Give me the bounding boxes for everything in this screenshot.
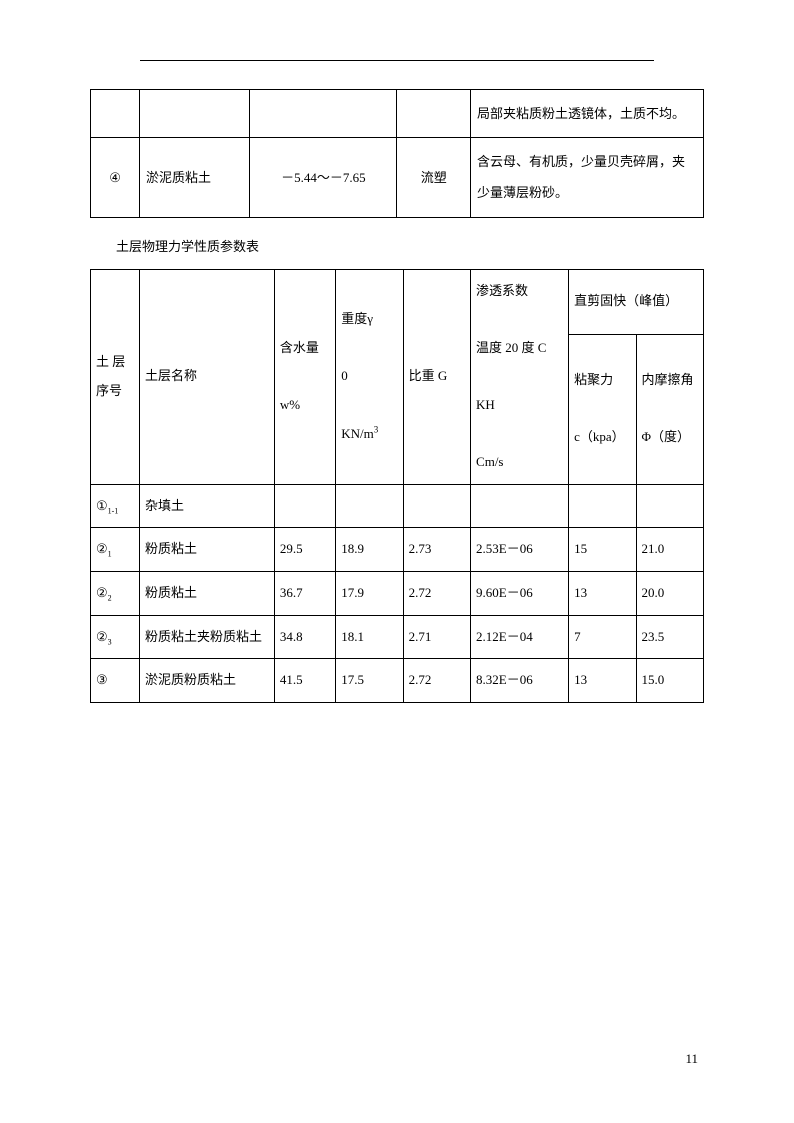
text: 内摩擦角: [642, 372, 694, 387]
cell: 17.9: [336, 571, 403, 615]
col-header: 粘聚力 c（kpa）: [569, 334, 636, 484]
cell: 18.9: [336, 528, 403, 572]
cell: 34.8: [274, 615, 335, 659]
text: w%: [280, 397, 300, 412]
cell: 局部夹粘质粉土透镜体，土质不均。: [471, 90, 704, 138]
col-header: 含水量 w%: [274, 269, 335, 484]
cell: 2.73: [403, 528, 470, 572]
cell: [397, 90, 471, 138]
cell: 15.0: [636, 659, 703, 703]
table-row: ③ 淤泥质粉质粘土 41.5 17.5 2.72 8.32E－06 13 15.…: [91, 659, 704, 703]
cell: 流塑: [397, 138, 471, 217]
text: ②: [96, 629, 108, 644]
col-header: 内摩擦角 Φ（度）: [636, 334, 703, 484]
cell: 含云母、有机质，少量贝壳碎屑，夹少量薄层粉砂。: [471, 138, 704, 217]
text: 粘聚力: [574, 372, 613, 387]
cell: 23.5: [636, 615, 703, 659]
cell: 13: [569, 659, 636, 703]
cell: 2.12E－04: [471, 615, 569, 659]
text: ②: [96, 541, 108, 556]
text: 渗透系数: [476, 283, 528, 298]
text: KH: [476, 397, 495, 412]
cell: 18.1: [336, 615, 403, 659]
cell: 2.72: [403, 659, 470, 703]
cell: [274, 484, 335, 528]
table-header-row: 土 层序号 土层名称 含水量 w% 重度γ 0 KN/m3 比重 G 渗透系数 …: [91, 269, 704, 334]
col-header: 土 层序号: [91, 269, 140, 484]
subscript: 1-1: [108, 506, 119, 515]
cell: ②3: [91, 615, 140, 659]
cell: [636, 484, 703, 528]
text: 0: [341, 368, 348, 383]
cell: 粉质粘土: [140, 571, 275, 615]
cell: 29.5: [274, 528, 335, 572]
header-rule: [140, 60, 654, 61]
cell: 15: [569, 528, 636, 572]
table-row: 局部夹粘质粉土透镜体，土质不均。: [91, 90, 704, 138]
cell: 21.0: [636, 528, 703, 572]
cell: 淤泥质粘土: [140, 138, 250, 217]
text: ②: [96, 585, 108, 600]
cell: ②1: [91, 528, 140, 572]
text: ①: [96, 498, 108, 513]
cell: ④: [91, 138, 140, 217]
col-header: 直剪固快（峰值）: [569, 269, 704, 334]
superscript: 3: [374, 424, 379, 434]
cell: 2.71: [403, 615, 470, 659]
table-soil-parameters: 土 层序号 土层名称 含水量 w% 重度γ 0 KN/m3 比重 G 渗透系数 …: [90, 269, 704, 703]
cell: 2.53E－06: [471, 528, 569, 572]
cell: 9.60E－06: [471, 571, 569, 615]
cell: 粉质粘土夹粉质粘土: [140, 615, 275, 659]
text: 温度 20 度 C: [476, 340, 546, 355]
cell: 粉质粘土: [140, 528, 275, 572]
cell: 8.32E－06: [471, 659, 569, 703]
cell: 2.72: [403, 571, 470, 615]
cell: 36.7: [274, 571, 335, 615]
text: KN/m: [341, 426, 374, 441]
table-caption: 土层物理力学性质参数表: [116, 236, 704, 255]
cell: ①1-1: [91, 484, 140, 528]
col-header: 土层名称: [140, 269, 275, 484]
col-header: 比重 G: [403, 269, 470, 484]
cell: 20.0: [636, 571, 703, 615]
subscript: 2: [108, 594, 112, 603]
cell: ②2: [91, 571, 140, 615]
table-row: ②2 粉质粘土 36.7 17.9 2.72 9.60E－06 13 20.0: [91, 571, 704, 615]
text: Cm/s: [476, 454, 503, 469]
text: Φ（度）: [642, 429, 691, 444]
table-row: ④ 淤泥质粘土 －5.44～－7.65 流塑 含云母、有机质，少量贝壳碎屑，夹少…: [91, 138, 704, 217]
text: c（kpa）: [574, 429, 625, 444]
text: 含水量: [280, 340, 319, 355]
table-soil-description: 局部夹粘质粉土透镜体，土质不均。 ④ 淤泥质粘土 －5.44～－7.65 流塑 …: [90, 89, 704, 218]
cell: [471, 484, 569, 528]
col-header: 渗透系数 温度 20 度 C KH Cm/s: [471, 269, 569, 484]
cell: 41.5: [274, 659, 335, 703]
subscript: 1: [108, 550, 112, 559]
page-number: 11: [685, 1051, 698, 1067]
table-row: ②1 粉质粘土 29.5 18.9 2.73 2.53E－06 15 21.0: [91, 528, 704, 572]
cell: [336, 484, 403, 528]
cell: [569, 484, 636, 528]
text: ③: [96, 672, 108, 687]
cell: [91, 90, 140, 138]
col-header: 重度γ 0 KN/m3: [336, 269, 403, 484]
cell: －5.44～－7.65: [250, 138, 397, 217]
cell: 13: [569, 571, 636, 615]
cell: [403, 484, 470, 528]
cell: ③: [91, 659, 140, 703]
cell: [140, 90, 250, 138]
table-row: ②3 粉质粘土夹粉质粘土 34.8 18.1 2.71 2.12E－04 7 2…: [91, 615, 704, 659]
table-row: ①1-1 杂填土: [91, 484, 704, 528]
cell: 7: [569, 615, 636, 659]
subscript: 3: [108, 637, 112, 646]
cell: 杂填土: [140, 484, 275, 528]
text: 重度γ: [341, 311, 373, 326]
cell: 淤泥质粉质粘土: [140, 659, 275, 703]
cell: 17.5: [336, 659, 403, 703]
cell: [250, 90, 397, 138]
